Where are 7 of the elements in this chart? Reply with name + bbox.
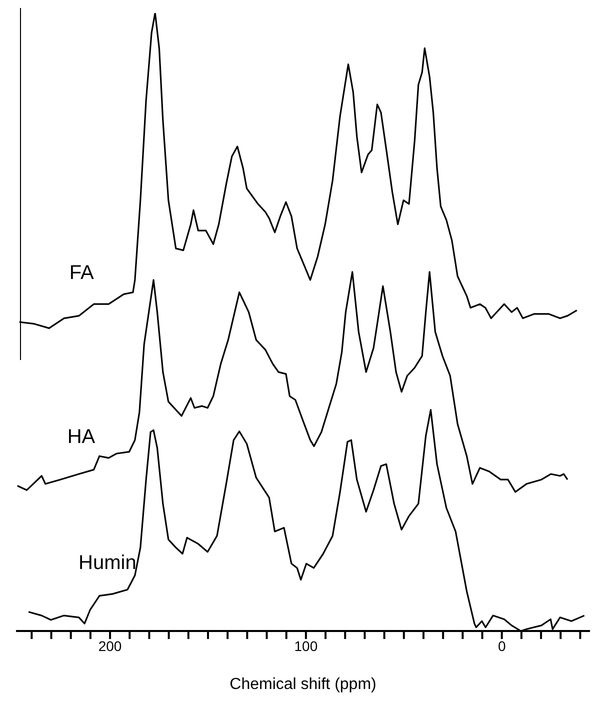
series-label: FA (69, 262, 94, 285)
series-label: Humin (78, 552, 136, 575)
series-label: HA (67, 426, 96, 449)
x-axis-title: Chemical shift (ppm) (230, 676, 376, 693)
x-tick-label: 0 (498, 638, 506, 654)
x-tick-label: 200 (98, 638, 122, 654)
x-tick-label: 100 (294, 638, 318, 654)
